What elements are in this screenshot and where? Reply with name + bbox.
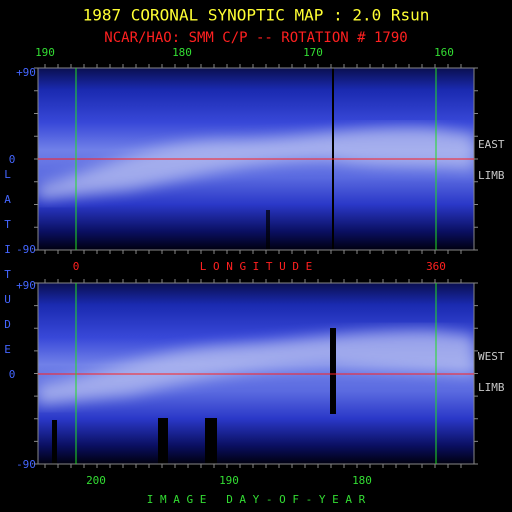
carrington-label: 160 xyxy=(434,46,454,59)
longitude-title: L O N G I T U D E xyxy=(200,260,313,273)
latitude-label: 0 xyxy=(9,153,16,166)
carrington-label: 190 xyxy=(35,46,55,59)
carrington-label: 170 xyxy=(303,46,323,59)
side-label: LIMB xyxy=(478,169,505,182)
side-label: LIMB xyxy=(478,381,505,394)
subtitle: NCAR/HAO: SMM C/P -- ROTATION # 1790 xyxy=(104,30,407,46)
latitude-label: -90 xyxy=(16,458,36,471)
day-title: I M A G E D A Y - O F - Y E A R xyxy=(147,493,366,506)
day-label: 190 xyxy=(219,474,239,487)
longitude-label: 360 xyxy=(426,260,446,273)
longitude-label: 0 xyxy=(73,260,80,273)
latitude-title: LATITUDE xyxy=(1,168,14,368)
side-label: WEST xyxy=(478,350,505,363)
carrington-label: 180 xyxy=(172,46,192,59)
latitude-label: +90 xyxy=(16,66,36,79)
latitude-label: 0 xyxy=(9,368,16,381)
title: 1987 CORONAL SYNOPTIC MAP : 2.0 Rsun xyxy=(83,6,430,25)
latitude-label: +90 xyxy=(16,279,36,292)
latitude-label: -90 xyxy=(16,243,36,256)
side-label: EAST xyxy=(478,138,505,151)
day-label: 200 xyxy=(86,474,106,487)
day-label: 180 xyxy=(352,474,372,487)
tick-marks xyxy=(34,64,478,468)
